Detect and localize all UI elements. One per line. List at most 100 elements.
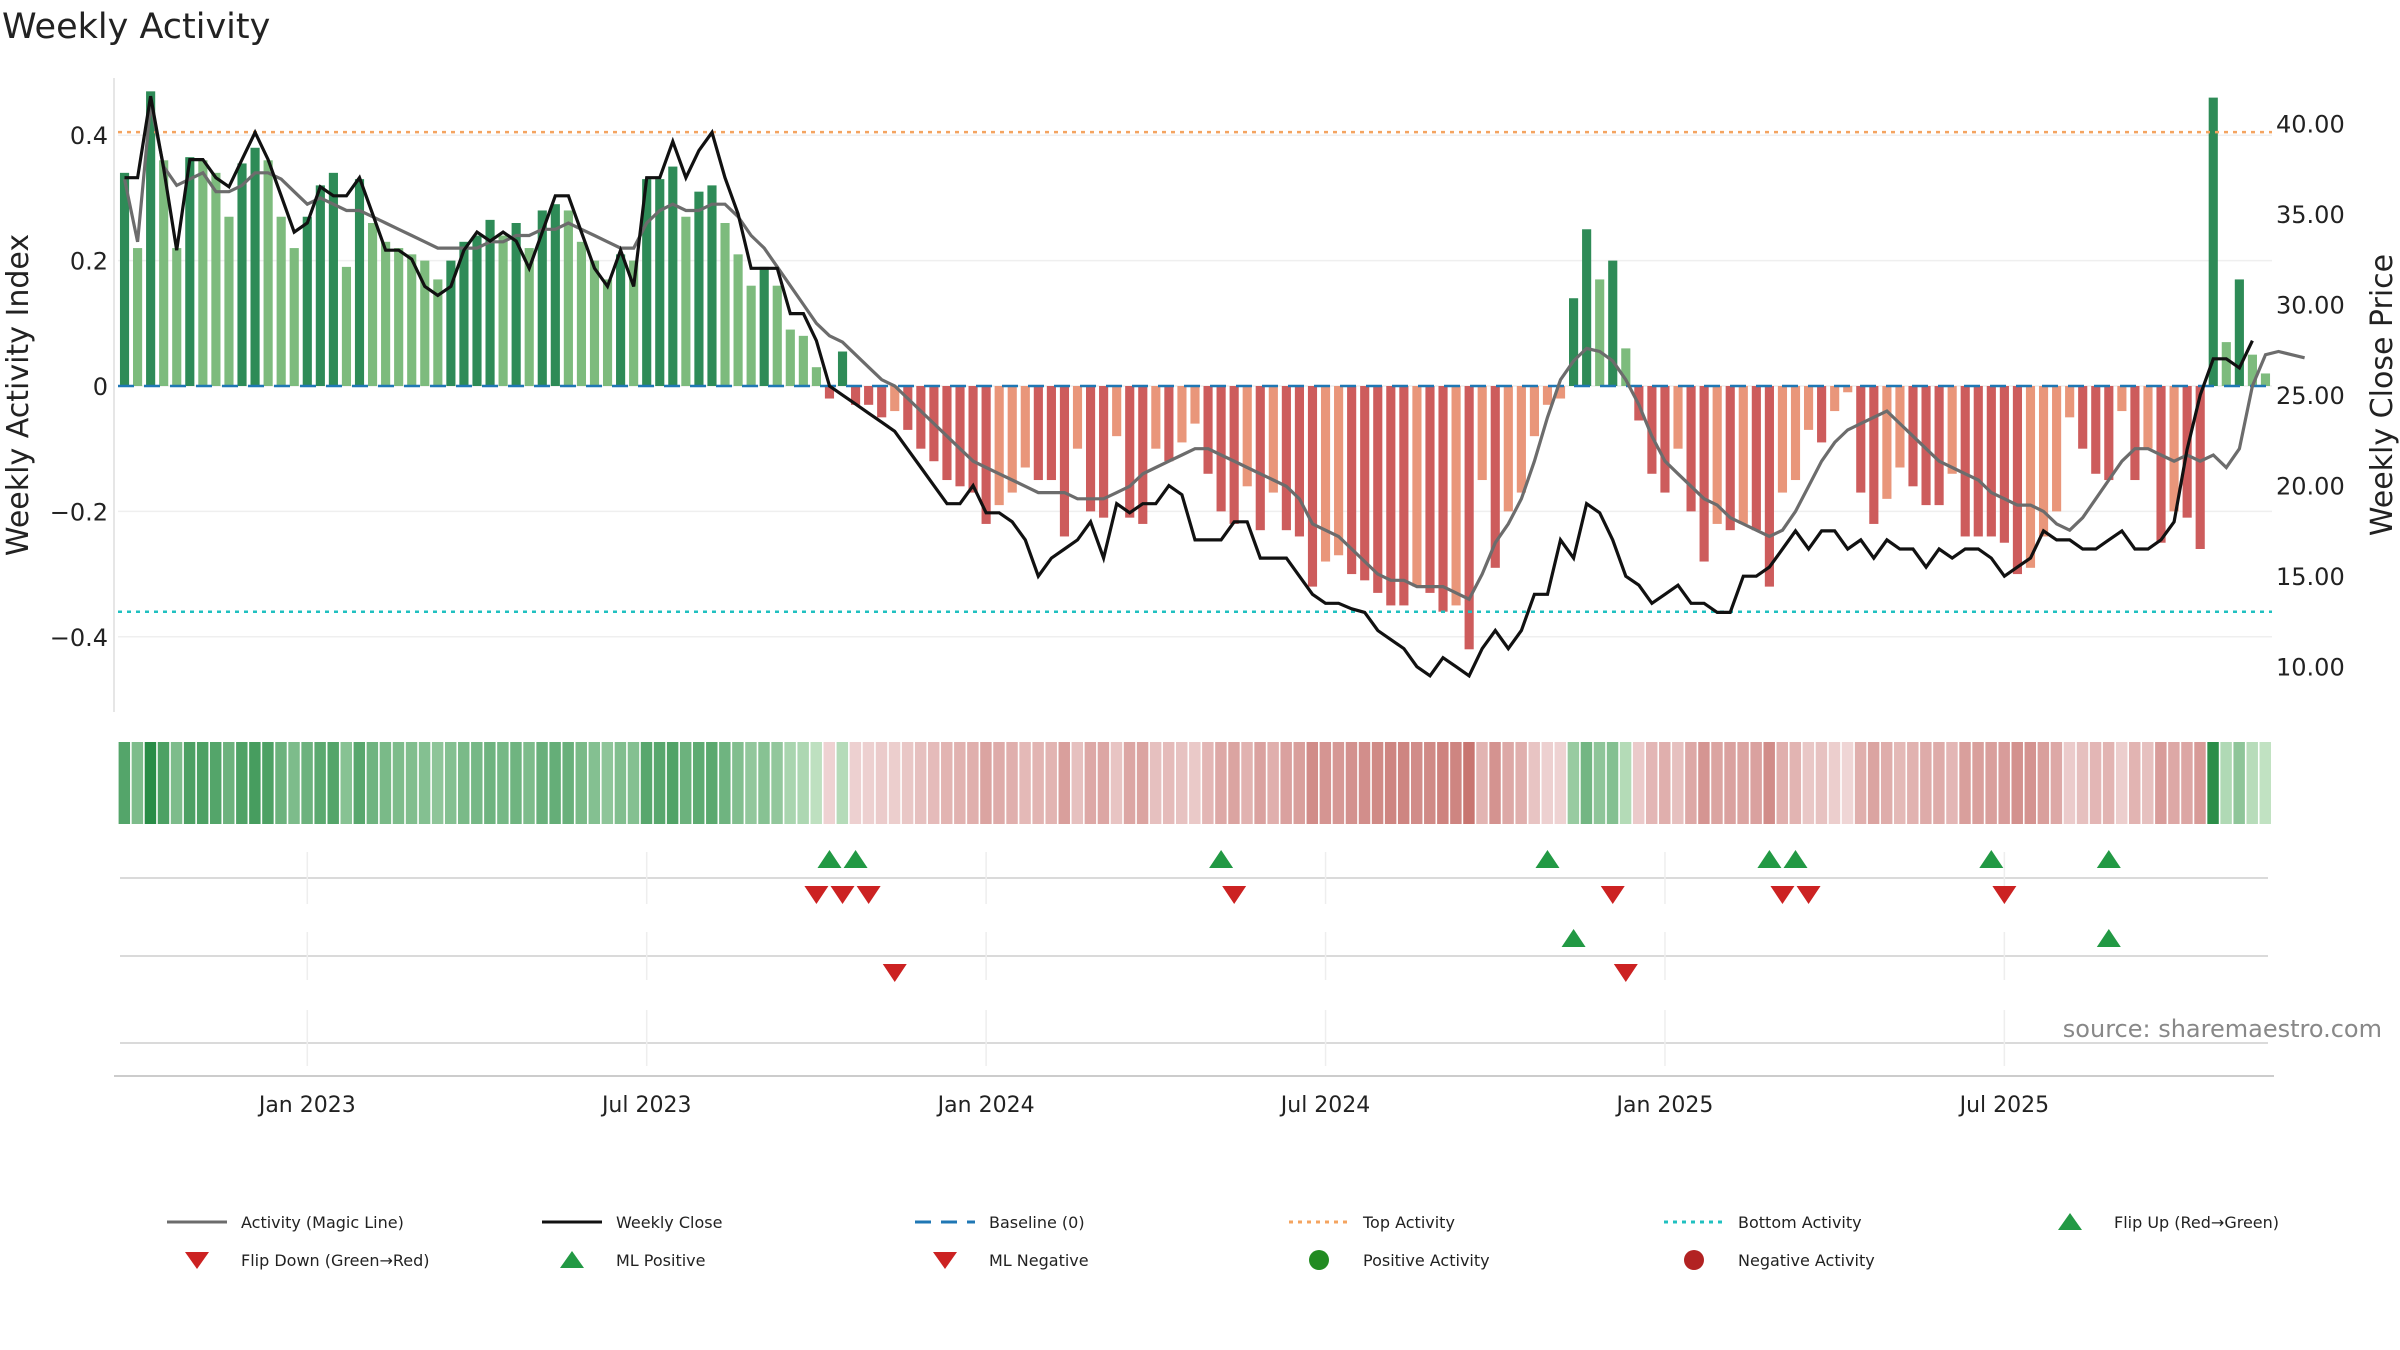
heat-cell bbox=[1411, 742, 1423, 824]
flip-up-marker bbox=[843, 850, 868, 868]
activity-bar bbox=[1542, 386, 1553, 405]
activity-bar bbox=[119, 172, 130, 386]
heat-cell bbox=[862, 742, 875, 824]
activity-bar bbox=[315, 185, 325, 386]
activity-bar bbox=[2221, 342, 2231, 386]
activity-bar bbox=[367, 223, 378, 386]
activity-bar bbox=[2234, 279, 2244, 386]
activity-bar bbox=[2104, 386, 2114, 481]
y2-tick-label: 15.00 bbox=[2276, 563, 2345, 591]
activity-bar bbox=[159, 160, 169, 386]
heat-cell bbox=[2063, 742, 2076, 824]
activity-bar bbox=[1725, 386, 1735, 531]
activity-bar bbox=[629, 260, 639, 386]
heat-cell bbox=[1711, 742, 1723, 824]
flip-down-marker bbox=[1992, 886, 2017, 904]
activity-bar bbox=[2260, 373, 2271, 386]
activity-bar bbox=[1895, 386, 1905, 468]
activity-bar bbox=[2156, 386, 2166, 543]
x-tick-label: Jul 2023 bbox=[600, 1093, 692, 1118]
heat-cell bbox=[1737, 742, 1749, 824]
activity-bar bbox=[459, 241, 469, 386]
heat-cell bbox=[1763, 742, 1775, 824]
heat-cell bbox=[758, 742, 770, 824]
legend-positive-activity: Positive Activity bbox=[1287, 1248, 1490, 1272]
heat-cell bbox=[1136, 742, 1149, 824]
activity-bar bbox=[420, 260, 430, 386]
signal-rows bbox=[120, 852, 2268, 1066]
activity-bar bbox=[2117, 386, 2127, 412]
activity-bar bbox=[616, 254, 626, 386]
activity-bar bbox=[1660, 386, 1670, 493]
heat-cell bbox=[2194, 742, 2206, 824]
heat-cell bbox=[1371, 742, 1384, 824]
heat-cell bbox=[732, 742, 744, 824]
activity-bar bbox=[1712, 386, 1722, 524]
heat-cell bbox=[745, 742, 757, 824]
activity-bar bbox=[250, 147, 260, 386]
legend-ml-negative-label: ML Negative bbox=[989, 1250, 1089, 1270]
activity-bar bbox=[198, 160, 208, 386]
activity-bar bbox=[146, 91, 156, 386]
heat-cell bbox=[1084, 742, 1097, 824]
activity-bar bbox=[1999, 386, 2009, 543]
legend-negative-activity: Negative Activity bbox=[1662, 1248, 1875, 1272]
flip-down-marker bbox=[856, 886, 881, 904]
legend-weekly-close-label: Weekly Close bbox=[616, 1212, 723, 1232]
activity-bar bbox=[720, 223, 730, 386]
heat-cell bbox=[1332, 742, 1345, 824]
activity-bar bbox=[1621, 348, 1631, 386]
heat-cell bbox=[679, 742, 692, 824]
activity-bar bbox=[1177, 386, 1187, 443]
activity-bar bbox=[2195, 386, 2205, 549]
y2-tick-label: 25.00 bbox=[2276, 382, 2345, 410]
activity-bar bbox=[1334, 386, 1344, 556]
heat-cell bbox=[523, 742, 535, 824]
legend-flip-down: Flip Down (Green→Red) bbox=[165, 1248, 430, 1272]
activity-bar bbox=[1438, 386, 1448, 612]
heat-cell bbox=[2037, 742, 2050, 824]
flip-down-marker bbox=[1770, 886, 1795, 904]
activity-bar bbox=[1412, 386, 1422, 587]
flip-up-marker bbox=[1979, 850, 2004, 868]
flip-up-marker bbox=[817, 850, 842, 868]
activity-bar bbox=[1360, 386, 1370, 581]
activity-bar bbox=[916, 386, 926, 449]
ml-negative-marker bbox=[882, 964, 907, 982]
legend-negative-activity-label: Negative Activity bbox=[1738, 1250, 1875, 1270]
activity-bar bbox=[550, 204, 560, 386]
legend-weekly-close: Weekly Close bbox=[540, 1210, 722, 1234]
heat-cell bbox=[471, 742, 483, 824]
activity-bar bbox=[2038, 386, 2049, 537]
heat-cell bbox=[1593, 742, 1606, 824]
activity-bar bbox=[1790, 386, 1801, 481]
activity-bar bbox=[1490, 386, 1500, 568]
y-tick-label: −0.2 bbox=[50, 498, 108, 526]
activity-bar bbox=[798, 335, 808, 386]
legend-bottom-activity-label: Bottom Activity bbox=[1738, 1212, 1862, 1232]
heat-cell bbox=[1280, 742, 1292, 824]
ml-positive-marker bbox=[1561, 929, 1586, 947]
heat-cell bbox=[1750, 742, 1762, 824]
heat-cell bbox=[1045, 742, 1057, 824]
activity-bar bbox=[1255, 386, 1265, 531]
activity-bar bbox=[2052, 386, 2062, 512]
y-tick-label: 0 bbox=[93, 373, 108, 401]
activity-bar bbox=[602, 279, 613, 386]
x-tick-label: Jan 2024 bbox=[936, 1093, 1035, 1118]
x-tick-label: Jul 2025 bbox=[1958, 1093, 2050, 1118]
heat-cell bbox=[927, 742, 940, 824]
heat-cell bbox=[1215, 742, 1227, 824]
heat-cell bbox=[914, 742, 927, 824]
flip-down-marker bbox=[1222, 886, 1247, 904]
activity-bar bbox=[942, 386, 952, 481]
activity-bar bbox=[1699, 386, 1709, 562]
heat-cell bbox=[2259, 742, 2271, 824]
activity-bar bbox=[211, 172, 221, 386]
heat-cell bbox=[1032, 742, 1044, 824]
x-tick-label: Jan 2025 bbox=[1615, 1093, 1714, 1118]
heat-cell bbox=[1397, 742, 1410, 824]
heat-cell bbox=[888, 742, 901, 824]
activity-bar bbox=[1099, 386, 1109, 518]
heat-cell bbox=[588, 742, 601, 824]
